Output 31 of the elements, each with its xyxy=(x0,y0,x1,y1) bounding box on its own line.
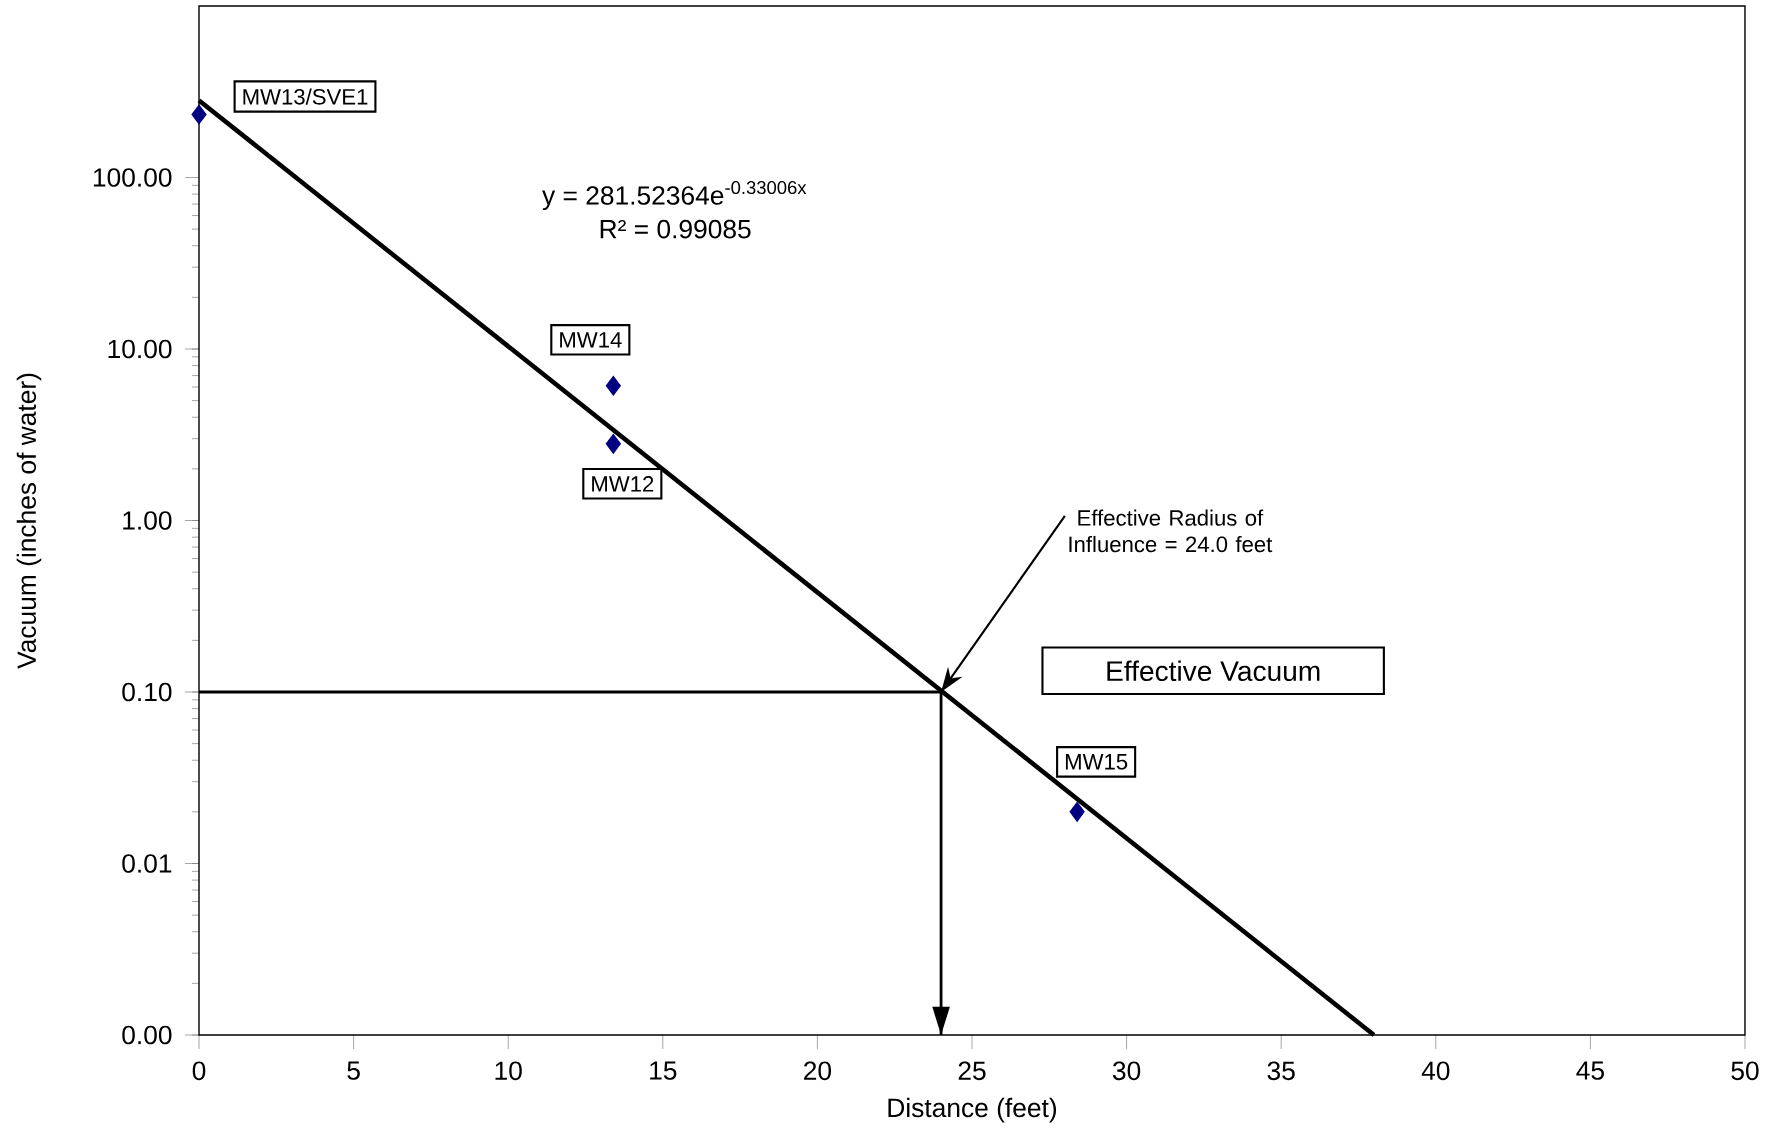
x-tick-label: 10 xyxy=(495,1061,522,1081)
y-tick-label: 10.00 xyxy=(108,339,172,359)
x-tick-label: 0 xyxy=(192,1061,206,1081)
y-tick-label: 1.00 xyxy=(123,511,172,530)
x-tick-label: 25 xyxy=(958,1061,986,1081)
x-tick-label: 15 xyxy=(650,1061,677,1080)
x-tick-label: 20 xyxy=(804,1061,832,1081)
x-tick-label: 45 xyxy=(1576,1061,1604,1080)
y-tick-label: 0.10 xyxy=(122,682,172,702)
point xyxy=(1069,801,1085,822)
annotation: y = 281.52364e$^{-0.33006x}$ xyxy=(542,181,807,210)
y-axis-title: Vacuum (inches of water) xyxy=(16,373,42,669)
annotation: MW14 xyxy=(560,332,622,348)
y-tick-label: 100.00 xyxy=(93,168,172,187)
annotation: R² = 0.99085 xyxy=(600,219,751,239)
x-tick-label: 5 xyxy=(347,1061,360,1080)
annotation: MW12 xyxy=(592,476,654,492)
x-tick-label: 30 xyxy=(1112,1061,1141,1081)
y-tick-label: 0.00 xyxy=(122,1025,172,1045)
point xyxy=(605,375,621,396)
x-axis-title: Distance (feet) xyxy=(888,1097,1057,1123)
x-tick-label: 40 xyxy=(1421,1061,1450,1081)
point xyxy=(605,433,621,454)
x-tick-label: 35 xyxy=(1267,1061,1295,1081)
x-tick-label: 50 xyxy=(1731,1061,1759,1081)
y-tick-label: 0.01 xyxy=(122,854,172,873)
annotation: MW15 xyxy=(1065,754,1128,770)
point xyxy=(191,104,207,125)
annotation: Effective Vacuum xyxy=(1107,660,1320,682)
annotation: Effective Radius of Influence = 24.0 feet xyxy=(1069,509,1273,553)
annotation: MW13/SVE1 xyxy=(243,88,368,105)
